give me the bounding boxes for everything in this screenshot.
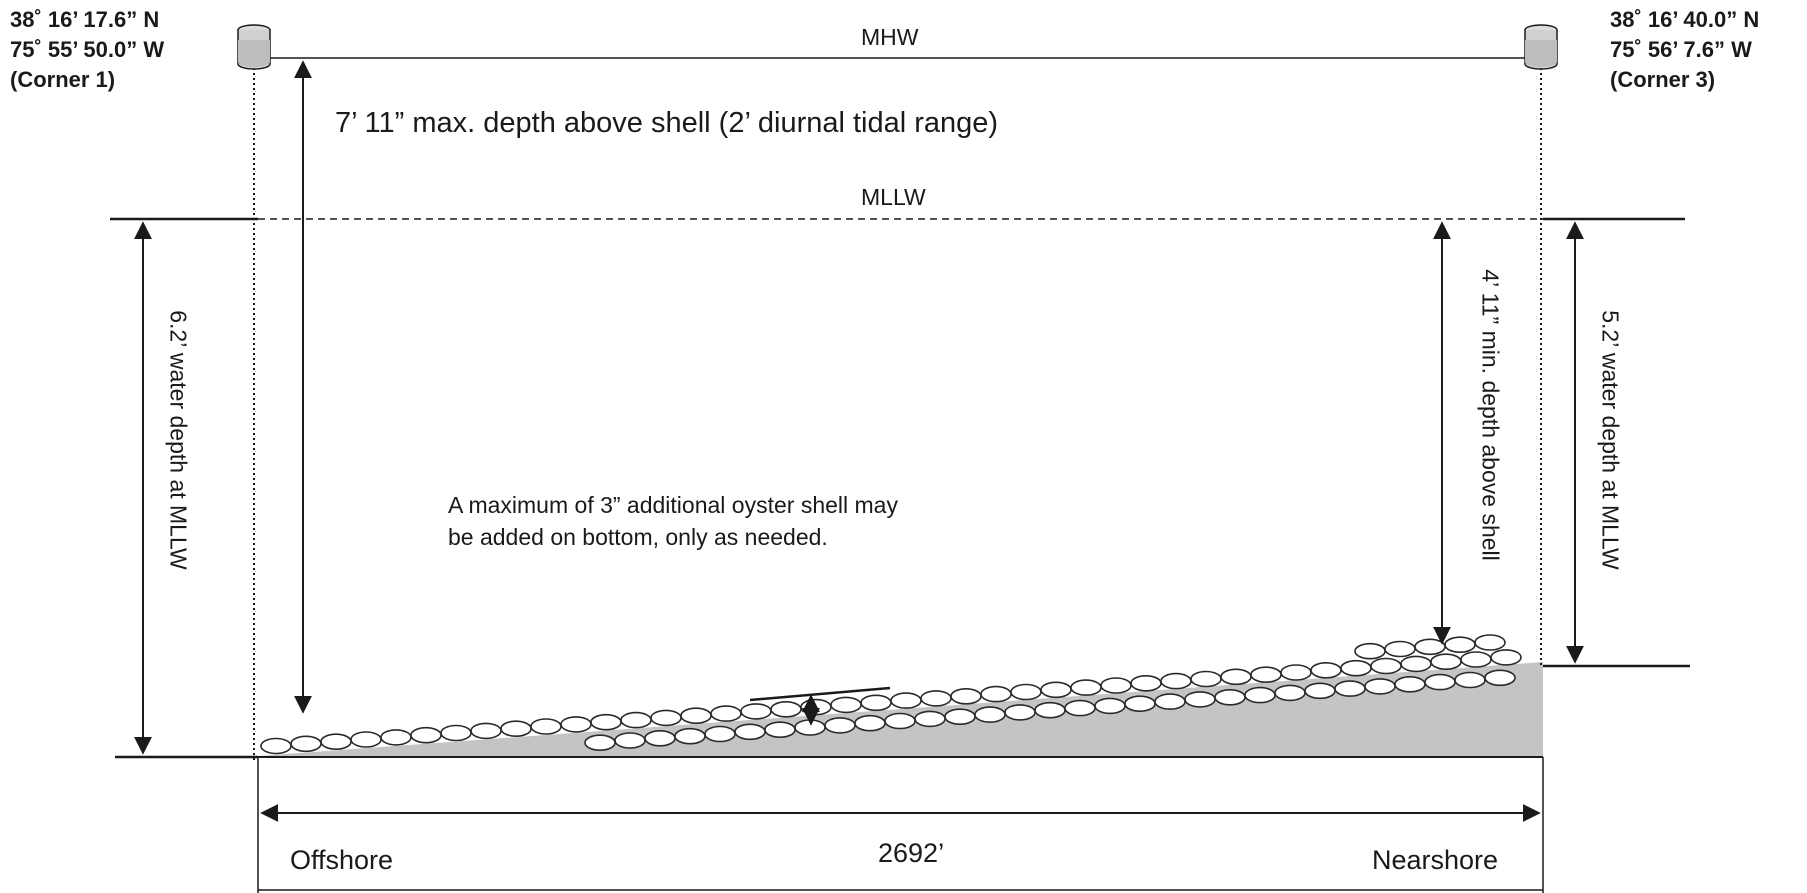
oyster-shell	[854, 714, 886, 732]
shell-thickness-guide	[749, 686, 891, 702]
oyster-shell	[1354, 642, 1386, 660]
oyster-shell	[890, 692, 922, 709]
oyster-shell	[350, 731, 382, 748]
oyster-shell	[1130, 674, 1162, 692]
oyster-shell	[650, 709, 682, 727]
oyster-shell	[770, 700, 802, 718]
oyster-shell	[920, 690, 952, 707]
oyster-shell	[830, 696, 862, 714]
seabed-fill	[258, 662, 1543, 756]
oyster-shell	[704, 725, 736, 743]
offshore-label: Offshore	[290, 845, 394, 875]
corner-3-name: (Corner 3)	[1610, 67, 1716, 92]
oyster-shell	[1484, 669, 1516, 687]
oyster-shell	[644, 729, 676, 747]
oyster-shell	[1160, 672, 1192, 690]
oyster-shell	[914, 710, 946, 728]
oyster-shell	[1394, 675, 1426, 693]
oyster-shell	[530, 718, 562, 735]
oyster-shell	[740, 703, 772, 720]
corner-3-longitude: 75˚ 56’ 7.6” W	[1610, 37, 1752, 62]
corner-1-latitude: 38˚ 16’ 17.6” N	[10, 7, 160, 32]
oyster-shell	[734, 723, 766, 741]
oyster-shell	[1460, 651, 1492, 668]
oyster-shell	[1154, 693, 1186, 710]
oyster-shell	[944, 708, 976, 726]
oyster-shell	[290, 735, 322, 753]
oyster-shell	[1400, 655, 1432, 673]
oyster-shell	[1094, 697, 1126, 715]
oyster-shell	[950, 687, 982, 705]
mllw-label: MLLW	[861, 184, 926, 210]
oyster-shell	[560, 716, 592, 733]
oyster-shell	[1424, 673, 1456, 691]
oyster-shell	[980, 685, 1012, 703]
buoy-icon	[1524, 24, 1558, 70]
buoy-icon	[237, 24, 271, 70]
mhw-label: MHW	[861, 24, 919, 50]
oyster-shell	[1304, 682, 1336, 700]
oyster-shell	[380, 729, 412, 746]
max-depth-label: 7’ 11” max. depth above shell (2’ diurna…	[335, 107, 999, 139]
oyster-shell	[974, 706, 1006, 723]
oyster-shell	[500, 720, 532, 738]
left-depth-label: 6.2’ water depth at MLLW	[165, 310, 192, 570]
oyster-shell	[410, 726, 442, 744]
oyster-shell	[1280, 664, 1312, 681]
oyster-shell	[620, 711, 652, 729]
oyster-shell	[1364, 678, 1396, 695]
oyster-shell	[1250, 666, 1282, 684]
oyster-shell	[1444, 636, 1476, 654]
oyster-shell	[1334, 680, 1366, 697]
oyster-shell	[590, 713, 622, 731]
oyster-shell	[1454, 671, 1486, 689]
oyster-shell	[1100, 677, 1132, 694]
oyster-shell	[1190, 670, 1222, 688]
oyster-shell	[674, 727, 706, 745]
oyster-shell	[1124, 695, 1156, 713]
oyster-shell	[1414, 638, 1446, 656]
oyster-shell	[680, 707, 712, 725]
oyster-shell	[824, 717, 856, 734]
oyster-shell	[1384, 640, 1416, 658]
oyster-shell	[1310, 661, 1342, 679]
oyster-shell	[884, 712, 916, 730]
oyster-shell	[1430, 653, 1462, 671]
oyster-shell	[1064, 699, 1096, 717]
oyster-shell	[614, 732, 646, 749]
oyster-shell	[800, 698, 832, 716]
nearshore-label: Nearshore	[1372, 845, 1499, 875]
oyster-shell	[1040, 681, 1072, 699]
oyster-shell	[1214, 688, 1246, 706]
oyster-shell	[764, 721, 796, 739]
oyster-shell	[470, 722, 502, 740]
oyster-shell	[1034, 701, 1066, 719]
min-depth-label: 4’ 11” min. depth above shell	[1477, 269, 1504, 561]
corner-1-name: (Corner 1)	[10, 67, 116, 92]
additional-shell-note: A maximum of 3” additional oyster shell …	[448, 492, 898, 550]
oyster-shell	[1274, 684, 1306, 702]
oyster-shell	[710, 705, 742, 722]
oyster-shell	[1070, 679, 1102, 696]
oyster-shell	[860, 694, 892, 712]
oyster-shell	[1220, 668, 1252, 686]
oyster-shell	[1370, 657, 1402, 675]
oyster-shell	[260, 737, 292, 755]
oyster-shell	[440, 724, 472, 742]
length-label: 2692’	[878, 838, 945, 868]
oyster-shell	[1474, 634, 1506, 651]
oyster-shell	[1184, 691, 1216, 708]
oyster-shell	[1004, 704, 1036, 721]
oyster-shell	[1490, 649, 1522, 666]
right-depth-label: 5.2’ water depth at MLLW	[1597, 310, 1624, 570]
oyster-shell	[1010, 683, 1042, 701]
corner-3-latitude: 38˚ 16’ 40.0” N	[1610, 7, 1760, 32]
oyster-shell	[1340, 659, 1372, 677]
oyster-shell	[1244, 686, 1276, 704]
corner-1-longitude: 75˚ 55’ 50.0” W	[10, 37, 165, 62]
oyster-shell	[584, 734, 616, 752]
oyster-shell	[320, 733, 352, 751]
